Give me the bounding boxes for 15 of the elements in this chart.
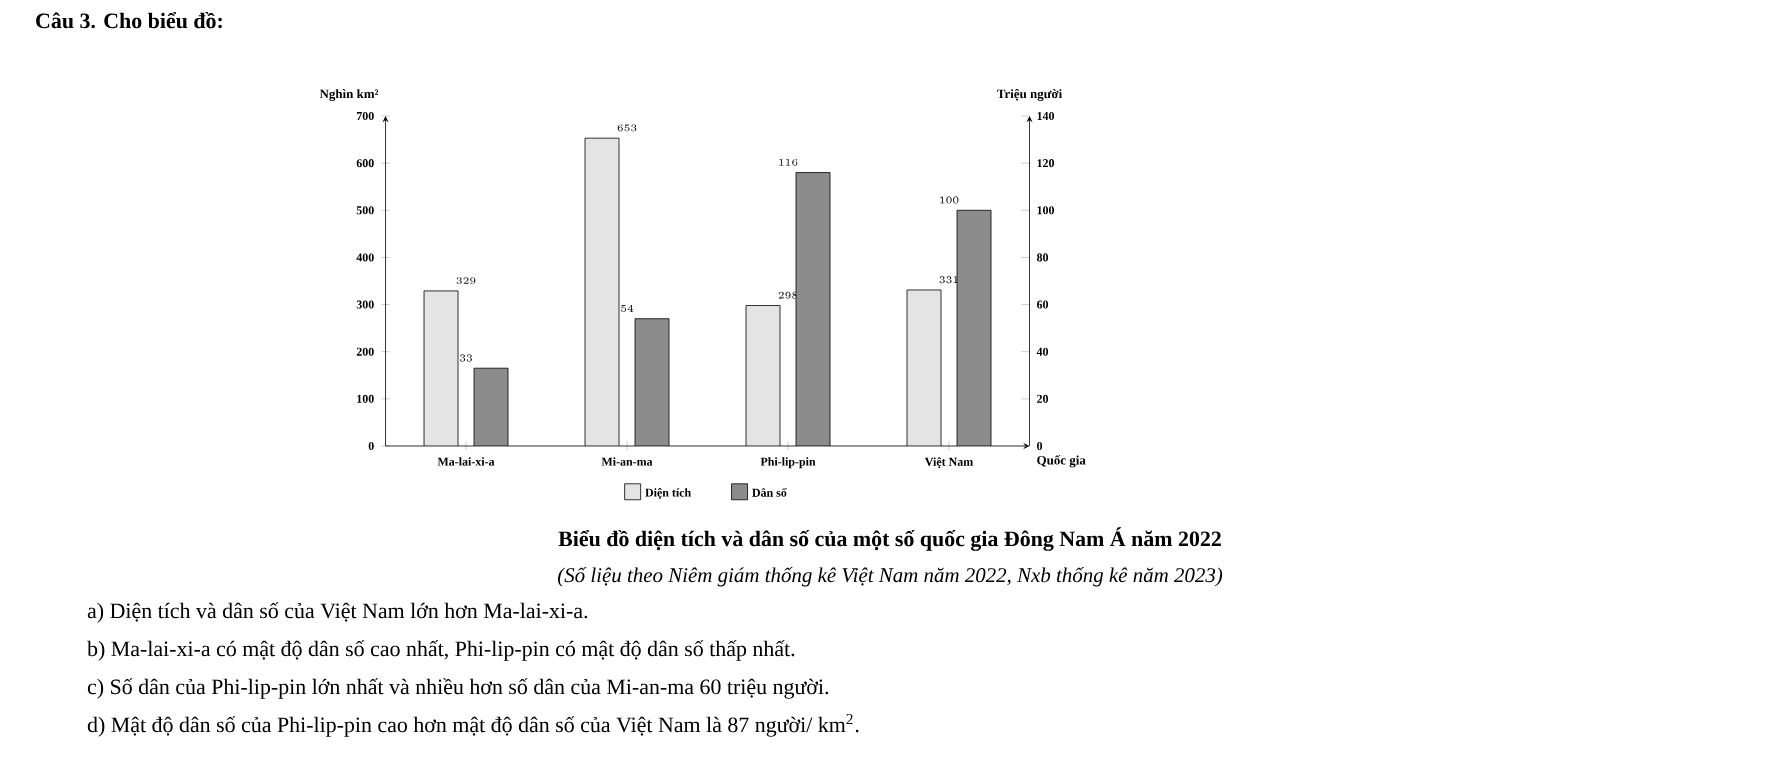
bar bbox=[746, 305, 781, 446]
bar bbox=[906, 289, 942, 446]
bar bbox=[635, 318, 670, 446]
bar bbox=[474, 368, 509, 446]
bar bbox=[796, 172, 831, 446]
text: d) Mật độ dân số của Phi-lip-pin cao hơn mật độ dân số của Việt Nam là 87 người/ km$^{2}$. bbox=[87, 713, 859, 737]
text: b) Ma-lai-xi-a có mật độ dân số cao nhất, Phi-lip-pin có mật độ dân số thấp nhất. bbox=[87, 640, 795, 661]
text: a) Diện tích và dân số của Việt Nam lớn hơn Ma-lai-xi-a. bbox=[87, 602, 588, 623]
bar bbox=[424, 290, 459, 446]
bar bbox=[956, 209, 992, 446]
bar bbox=[585, 138, 620, 446]
text: Biểu đồ diện tích và dân số của một số quốc gia Đông Nam Á năm 2022 bbox=[558, 527, 1221, 551]
text: c) Số dân của Phi-lip-pin lớn nhất và nhiều hơn số dân của Mi-an-ma 60 triệu người. bbox=[87, 678, 829, 699]
text: Câu 3. Cho biểu đồ: bbox=[36, 12, 222, 29]
text: (Số liệu theo Niêm giám thống kê Việt Nam năm 2022, Nxb thống kê năm 2023) bbox=[558, 566, 1223, 587]
